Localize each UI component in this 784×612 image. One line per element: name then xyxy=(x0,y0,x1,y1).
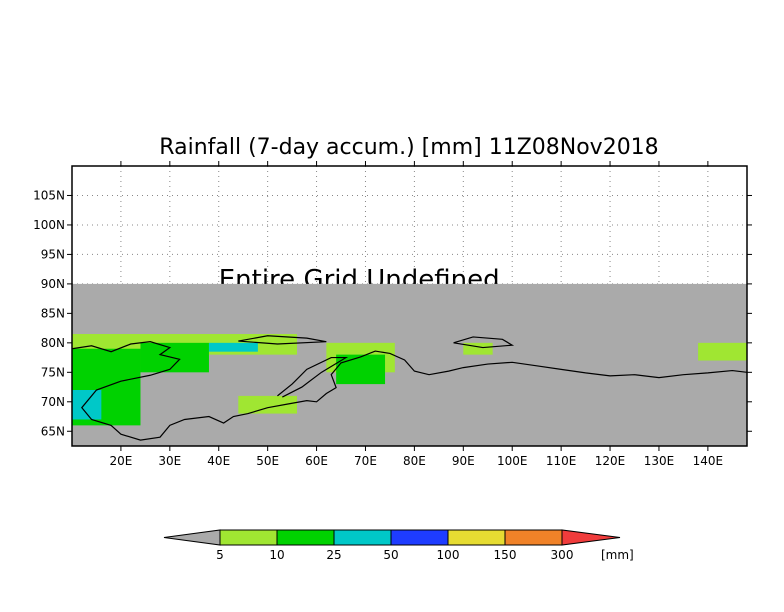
map-title: Rainfall (7-day accum.) [mm] 11Z08Nov201… xyxy=(159,135,658,160)
colorbar-label: 5 xyxy=(216,548,224,562)
rainfall-area xyxy=(238,395,297,414)
colorbar-bin xyxy=(276,529,335,546)
colorbar-bin xyxy=(447,529,506,546)
lat-tick-label: 105N xyxy=(33,188,65,202)
lon-tick-label: 100E xyxy=(497,454,528,468)
lon-tick-label: 70E xyxy=(354,454,377,468)
lat-tick-label: 70N xyxy=(41,395,65,409)
lon-tick-label: 140E xyxy=(693,454,724,468)
island-coastline xyxy=(277,356,349,398)
rainfall-area xyxy=(463,342,493,355)
colorbar-label: 25 xyxy=(326,548,341,562)
lon-tick-label: 130E xyxy=(644,454,675,468)
rainfall-area xyxy=(72,390,102,420)
colorbar-bin xyxy=(504,529,563,546)
colorbar-label: 300 xyxy=(551,548,574,562)
colorbar-label: 50 xyxy=(383,548,398,562)
lat-tick-label: 75N xyxy=(41,365,65,379)
lon-tick-label: 50E xyxy=(256,454,279,468)
colorbar-under-arrow xyxy=(163,529,221,546)
rainfall-area xyxy=(208,342,258,352)
colorbar-over-arrow xyxy=(561,529,621,546)
rainfall-area xyxy=(336,354,386,385)
colorbar: 5 10 25 50 100 150 300 [mm] xyxy=(163,529,634,562)
lon-tick-label: 90E xyxy=(452,454,475,468)
lat-tick-label: 90N xyxy=(41,277,65,291)
lat-tick-label: 80N xyxy=(41,336,65,350)
lon-tick-label: 110E xyxy=(546,454,577,468)
colorbar-unit: [mm] xyxy=(601,548,634,562)
lon-tick-label: 80E xyxy=(403,454,426,468)
lon-tick-label: 30E xyxy=(158,454,181,468)
island-coastline xyxy=(238,335,327,345)
island-coastline xyxy=(453,336,515,349)
lon-tick-label: 60E xyxy=(305,454,328,468)
map-border xyxy=(71,165,748,447)
colorbar-label: 150 xyxy=(494,548,517,562)
lon-tick-label: 120E xyxy=(595,454,626,468)
lat-tick-label: 65N xyxy=(41,424,65,438)
colorbar-bin xyxy=(219,529,278,546)
lat-tick-label: 95N xyxy=(41,247,65,261)
lat-tick-label: 100N xyxy=(33,218,65,232)
colorbar-bin xyxy=(333,529,392,546)
colorbar-bin xyxy=(390,529,449,546)
colorbar-label: 10 xyxy=(269,548,284,562)
lon-tick-label: 40E xyxy=(207,454,230,468)
map-frame: Entire Grid Undefined65N70N75N80N85N90N9… xyxy=(33,161,752,468)
rainfall-area xyxy=(698,342,747,361)
lon-tick-label: 20E xyxy=(109,454,132,468)
coastline xyxy=(71,341,748,441)
lat-tick-label: 85N xyxy=(41,306,65,320)
colorbar-label: 100 xyxy=(437,548,460,562)
